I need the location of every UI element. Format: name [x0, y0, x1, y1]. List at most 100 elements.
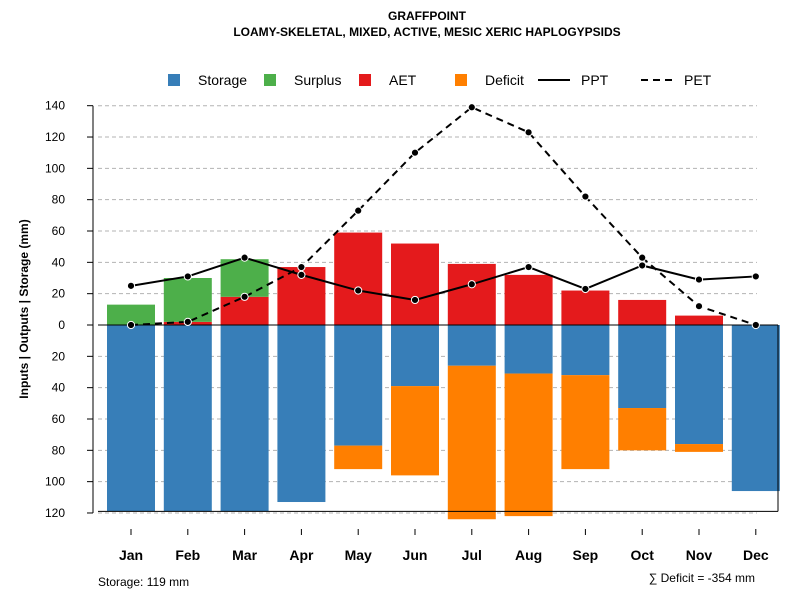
bar-storage [277, 325, 326, 503]
pet-point [694, 302, 704, 311]
ppt-point [638, 261, 647, 270]
bar-deficit [675, 444, 723, 452]
bar-storage [675, 325, 723, 445]
pet-point [467, 103, 476, 112]
bar-storage [731, 325, 780, 492]
deficit-annotation: ∑ Deficit = -354 mm [649, 571, 755, 585]
x-tick-label: Dec [743, 547, 769, 563]
ppt-point [297, 270, 306, 279]
ppt-line [130, 256, 756, 301]
legend-label: PET [684, 72, 712, 88]
legend-label: PPT [581, 72, 609, 88]
x-tick-label: May [345, 547, 372, 563]
x-tick-label: Oct [631, 547, 655, 563]
legend-item: PPT [538, 72, 609, 88]
bar-aet [561, 290, 610, 325]
x-tick-label: Sep [573, 547, 599, 563]
x-tick-label: Jan [119, 547, 143, 563]
pet-point [183, 317, 192, 326]
bar-surplus [107, 304, 155, 325]
pet-line [130, 106, 757, 326]
bar-storage [107, 325, 155, 512]
bar-deficit [447, 365, 496, 520]
pet-point [354, 206, 363, 215]
bar-aet [675, 315, 723, 325]
legend-item: Deficit [455, 72, 524, 88]
y-tick-label: 40 [52, 381, 66, 395]
y-tick-label: 80 [52, 443, 66, 457]
bar-storage [163, 325, 212, 512]
ppt-point [581, 284, 590, 294]
y-tick-label: 60 [52, 224, 66, 238]
y-tick-label: 80 [52, 193, 66, 207]
pet-point [524, 128, 533, 137]
y-tick-label: 100 [45, 161, 65, 175]
bar-storage [618, 325, 667, 409]
pet-point [581, 192, 590, 201]
y-tick-label: 100 [45, 475, 65, 489]
y-tick-label: 40 [52, 255, 66, 269]
x-tick-label: Feb [175, 547, 200, 563]
y-axis-label: Inputs | Outputs | Storage (mm) [17, 219, 31, 398]
y-tick-label: 120 [45, 506, 65, 520]
x-tick-label: Aug [515, 547, 542, 563]
bar-storage [447, 325, 496, 366]
chart-subtitle: LOAMY-SKELETAL, MIXED, ACTIVE, MESIC XER… [233, 25, 620, 39]
bar-deficit [391, 386, 439, 476]
legend-label: Deficit [485, 72, 524, 88]
y-tick-label: 0 [58, 318, 65, 332]
y-tick-label: 20 [52, 349, 66, 363]
y-tick-label: 120 [45, 130, 65, 144]
ppt-point [354, 286, 363, 295]
storage-annotation: Storage: 119 mm [98, 575, 189, 589]
ppt-point [467, 280, 476, 289]
bars-layer [98, 232, 780, 520]
ppt-point [524, 262, 533, 272]
y-tick-label: 60 [52, 412, 66, 426]
bar-aet [334, 232, 383, 325]
y-axis: 140 120 100 80 60 40 20 0 20 40 60 80 100 120 [45, 99, 94, 520]
bar-aet [618, 299, 667, 325]
bar-aet [504, 274, 553, 325]
pet-point [297, 262, 306, 272]
x-tick-label: Apr [289, 547, 314, 563]
legend-item: Storage [168, 72, 247, 88]
pet-point [751, 320, 760, 330]
bar-storage [220, 325, 269, 512]
ppt-point [240, 253, 249, 262]
bar-aet [391, 243, 439, 325]
bar-deficit [561, 375, 610, 470]
x-tick-label: Nov [686, 547, 713, 563]
bar-deficit [618, 408, 667, 451]
x-axis: Jan Feb Mar Apr May Jun Jul Aug Sep Oct Nov Dec [119, 529, 769, 563]
pet-point [638, 253, 647, 262]
x-tick-label: Jul [462, 547, 482, 563]
legend-item: Surplus [264, 72, 341, 88]
y-tick-label: 140 [45, 99, 65, 113]
legend-swatch [168, 74, 180, 86]
legend-item: AET [359, 72, 417, 88]
x-tick-label: Mar [232, 547, 257, 563]
x-tick-label: Jun [403, 547, 428, 563]
bar-storage [504, 325, 553, 374]
lines-layer [126, 103, 760, 330]
bar-storage [334, 325, 383, 446]
legend-item: PET [641, 72, 712, 88]
chart-title: GRAFFPOINT [388, 9, 467, 23]
pet-point [240, 292, 249, 301]
ppt-point [183, 272, 192, 281]
bar-aet [220, 296, 269, 325]
legend-swatch [264, 74, 276, 86]
ppt-point [751, 272, 760, 281]
ppt-point [126, 281, 136, 290]
legend-swatch [455, 74, 467, 86]
y-tick-label: 20 [52, 287, 66, 301]
bar-storage [561, 325, 610, 376]
pet-point [126, 320, 136, 330]
pet-point [410, 148, 420, 157]
legend-label: AET [389, 72, 417, 88]
bar-deficit [504, 373, 553, 517]
bar-storage [391, 325, 439, 387]
bar-deficit [334, 445, 383, 470]
legend-label: Surplus [294, 72, 341, 88]
